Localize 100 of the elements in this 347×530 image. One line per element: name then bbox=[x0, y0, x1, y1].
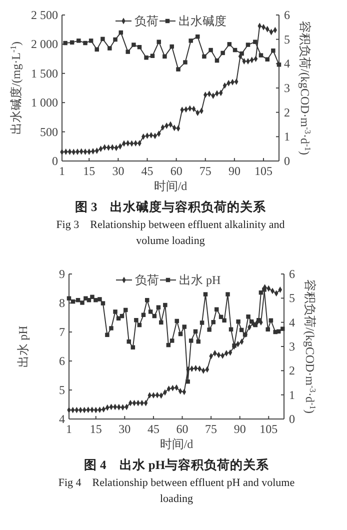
point bbox=[116, 316, 121, 320]
y2-tick-label: 6 bbox=[284, 8, 290, 22]
point bbox=[88, 38, 94, 43]
x-axis-title: 时间/d bbox=[160, 437, 194, 451]
point bbox=[240, 51, 244, 56]
point bbox=[207, 328, 212, 332]
text: Fig 4 Relationship between effluent pH and volume loading bbox=[58, 477, 295, 505]
point bbox=[134, 318, 138, 322]
x-tick-label: 60 bbox=[170, 164, 182, 178]
y2-tick-label: 3 bbox=[284, 81, 290, 95]
x-tick-label: 105 bbox=[254, 164, 272, 178]
text: 图 4 出水 pH与容积负荷的关系 bbox=[84, 457, 270, 472]
y2-tick-label: 3 bbox=[289, 340, 295, 354]
point bbox=[256, 318, 261, 322]
point bbox=[200, 320, 204, 325]
x-axis-title: 时间/d bbox=[154, 179, 188, 193]
point bbox=[203, 292, 208, 296]
point bbox=[108, 46, 112, 50]
y2-tick-label: 6 bbox=[289, 267, 295, 281]
point bbox=[144, 56, 148, 60]
y-tick-label: 5 bbox=[59, 383, 65, 397]
point bbox=[208, 48, 213, 52]
y2-tick-label: 4 bbox=[284, 56, 290, 71]
point bbox=[98, 297, 102, 302]
x-tick-label: 1 bbox=[59, 164, 65, 178]
x-tick-label: 60 bbox=[176, 422, 188, 436]
y2-tick-label: 1 bbox=[284, 130, 290, 144]
point bbox=[163, 302, 168, 308]
y-tick-label: 1 000 bbox=[31, 96, 58, 110]
legend-label: 负荷 bbox=[135, 273, 159, 287]
text: 图 3 出水碱度与容积负荷的关系 bbox=[74, 199, 268, 214]
text: Fig 3 Relationship between effluent alkalinity and volume loading bbox=[56, 219, 286, 247]
point bbox=[227, 42, 232, 46]
y-tick-label: 8 bbox=[59, 296, 65, 310]
legend-label: 出水 pH bbox=[179, 273, 221, 287]
y-tick-label: 9 bbox=[59, 267, 65, 281]
point bbox=[271, 48, 276, 53]
point bbox=[170, 44, 174, 49]
x-tick-label: 45 bbox=[141, 164, 154, 178]
point bbox=[132, 42, 136, 47]
x-tick-label: 15 bbox=[90, 422, 102, 436]
x-tick-label: 75 bbox=[199, 164, 212, 178]
point bbox=[262, 288, 266, 292]
point bbox=[246, 42, 250, 47]
y-tick-label: 0 bbox=[52, 154, 58, 168]
point bbox=[156, 40, 161, 44]
x-tick-label: 90 bbox=[234, 422, 246, 436]
y-axis-title: 出水 pH bbox=[16, 325, 30, 368]
point bbox=[94, 298, 98, 302]
point bbox=[156, 305, 161, 310]
point bbox=[280, 326, 285, 331]
y-tick-label: 2 500 bbox=[31, 8, 58, 22]
point bbox=[130, 345, 136, 350]
point bbox=[182, 324, 186, 329]
point bbox=[105, 332, 110, 338]
y2-tick-label: 5 bbox=[289, 291, 295, 306]
y-tick-label: 7 bbox=[59, 325, 65, 339]
y-tick-label: 1 500 bbox=[31, 66, 58, 80]
y2-tick-label: 5 bbox=[284, 32, 290, 46]
point bbox=[226, 292, 230, 296]
y-tick-label: 6 bbox=[59, 354, 65, 368]
x-tick-label: 75 bbox=[205, 422, 218, 436]
x-tick-label: 105 bbox=[260, 422, 278, 436]
x-tick-label: 30 bbox=[112, 164, 124, 178]
point bbox=[220, 50, 225, 56]
point bbox=[148, 310, 153, 314]
point bbox=[188, 338, 194, 343]
point bbox=[246, 314, 250, 319]
point bbox=[100, 36, 105, 42]
point bbox=[83, 40, 88, 46]
point bbox=[162, 54, 167, 59]
point bbox=[66, 296, 72, 300]
y2-tick-label: 0 bbox=[284, 154, 290, 168]
legend-label: 出水碱度 bbox=[178, 14, 226, 28]
y-tick-label: 4 bbox=[59, 412, 65, 426]
y2-tick-label: 2 bbox=[289, 364, 295, 378]
point bbox=[186, 379, 190, 384]
point bbox=[126, 50, 130, 54]
point bbox=[253, 40, 258, 44]
point bbox=[258, 53, 264, 58]
x-tick-label: 1 bbox=[66, 422, 72, 436]
point bbox=[109, 326, 114, 330]
point bbox=[113, 37, 118, 42]
point bbox=[63, 40, 68, 46]
point bbox=[100, 301, 106, 306]
y2-tick-label: 2 bbox=[284, 105, 290, 120]
point bbox=[211, 320, 216, 324]
point bbox=[176, 67, 180, 72]
point bbox=[183, 60, 188, 64]
legend-label: 负荷 bbox=[134, 14, 158, 28]
point bbox=[90, 294, 94, 300]
point bbox=[276, 62, 282, 67]
y-tick-label: 2 000 bbox=[31, 37, 58, 52]
point bbox=[113, 310, 118, 314]
y2-tick-label: 0 bbox=[289, 412, 295, 426]
point bbox=[188, 38, 193, 43]
x-tick-label: 30 bbox=[118, 422, 131, 436]
x-tick-label: 90 bbox=[228, 164, 240, 178]
point bbox=[170, 338, 174, 343]
y-tick-label: 500 bbox=[40, 124, 58, 139]
